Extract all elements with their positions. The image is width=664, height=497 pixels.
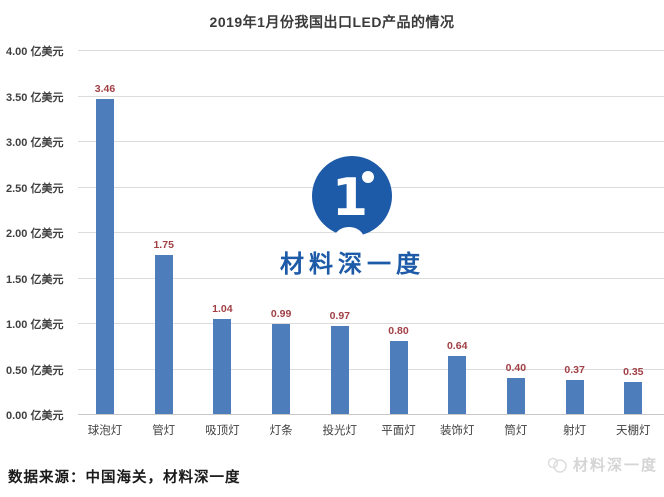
gridline-0.50 (78, 368, 664, 370)
x-axis-category-label: 射灯 (563, 425, 587, 437)
bar-value-label: 0.99 (270, 307, 292, 320)
bar-筒灯 (506, 377, 525, 414)
gridline-3.50 (78, 95, 664, 97)
bar-射灯 (565, 380, 584, 414)
bar-value-label: 0.40 (505, 361, 527, 374)
gridline-0.00 (78, 414, 664, 415)
x-axis-category-label: 管灯 (152, 425, 176, 437)
x-axis-category-label: 平面灯 (381, 425, 416, 437)
y-axis-tick-label: 2.00 亿美元 (6, 228, 64, 240)
bar-平面灯 (389, 341, 408, 414)
bar-value-label: 0.37 (564, 364, 585, 377)
gridline-3.00 (78, 141, 664, 142)
x-axis-category-label: 球泡灯 (87, 425, 123, 437)
y-axis-tick-label: 2.50 亿美元 (6, 182, 64, 195)
bar-吸顶灯 (213, 319, 232, 414)
x-axis-category-label: 投光灯 (322, 425, 358, 437)
svg-text:1: 1 (332, 168, 368, 228)
x-axis-category-label: 吸顶灯 (205, 425, 240, 437)
bar-value-label: 0.80 (388, 325, 409, 338)
y-axis-tick-label: 3.50 亿美元 (6, 91, 64, 104)
brand-name: 材料深一度 (280, 251, 425, 278)
data-source-text: 数据来源：中国海关，材料深一度 (8, 470, 241, 486)
bar-灯条 (272, 323, 291, 414)
bar-管灯 (154, 254, 173, 414)
bar-value-label: 3.46 (94, 83, 116, 96)
chart-title: 2019年1月份我国出口LED产品的情况 (209, 14, 455, 30)
corner-brand-text: 材料深一度 (572, 457, 658, 474)
y-axis-tick-label: 4.00 亿美元 (6, 46, 64, 58)
bar-天棚灯 (624, 382, 643, 414)
x-axis-category-label: 灯条 (269, 425, 293, 437)
x-axis-category-label: 天棚灯 (616, 425, 651, 437)
gridline-1.50 (78, 277, 664, 279)
bar-value-label: 1.04 (212, 303, 233, 316)
gridline-4.00 (78, 50, 664, 51)
bar-球泡灯 (96, 99, 114, 414)
gridline-1.00 (78, 323, 664, 324)
x-axis-category-label: 筒灯 (504, 425, 528, 437)
brand-logo-icon: 1 (312, 156, 392, 238)
bar-value-label: 0.35 (623, 366, 644, 379)
bar-value-label: 0.97 (329, 309, 351, 322)
bar-装饰灯 (448, 355, 467, 414)
bar-value-label: 0.64 (446, 339, 468, 352)
y-axis-tick-label: 1.50 亿美元 (6, 273, 64, 286)
y-axis-tick-label: 1.00 亿美元 (6, 319, 64, 331)
gridline-2.00 (78, 232, 664, 233)
bar-value-label: 1.75 (153, 238, 174, 251)
center-watermark: 1 材料深一度 (280, 156, 424, 279)
bar-投光灯 (330, 325, 349, 414)
corner-logo-icon (547, 457, 567, 473)
y-axis-tick-label: 0.00 亿美元 (6, 410, 64, 422)
y-axis-tick-label: 3.00 亿美元 (6, 137, 64, 149)
corner-watermark: 材料深一度 (547, 454, 658, 475)
y-axis-tick-label: 0.50 亿美元 (6, 364, 64, 377)
x-axis-category-label: 装饰灯 (439, 425, 475, 437)
